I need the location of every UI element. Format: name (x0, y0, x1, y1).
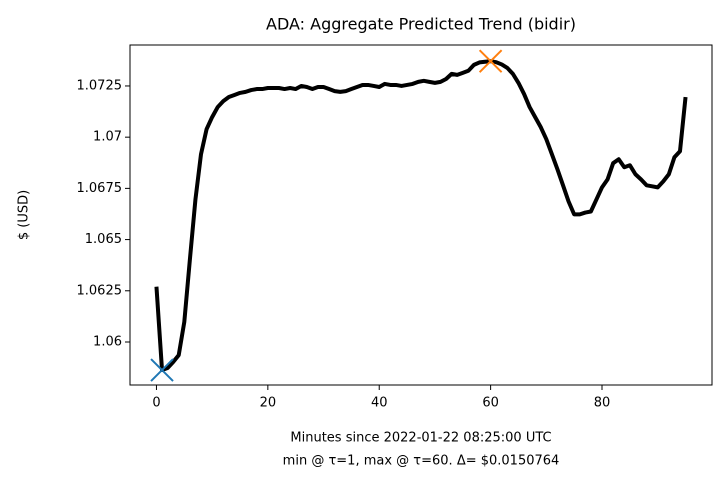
x-axis-label: Minutes since 2022-01-22 08:25:00 UTC (290, 431, 551, 446)
extreme-marker (478, 49, 503, 73)
y-tick-label: 1.0625 (77, 283, 123, 298)
extreme-marker (150, 358, 174, 382)
y-tick-label: 1.07 (93, 130, 122, 145)
x-axis-label: min @ τ=1, max @ τ=60. Δ= $0.0150764 (283, 454, 560, 469)
y-axis-label: $ (USD) (17, 190, 32, 240)
y-tick-label: 1.06 (93, 334, 122, 349)
y-tick-label: 1.065 (85, 232, 122, 247)
x-tick-label: 40 (371, 396, 388, 411)
x-tick-label: 80 (594, 396, 611, 411)
y-tick-label: 1.0725 (77, 78, 123, 93)
x-tick-label: 20 (260, 396, 277, 411)
line (154, 59, 688, 373)
x-tick-label: 0 (152, 396, 160, 411)
y-tick-label: 1.0675 (77, 181, 123, 196)
x-tick-label: 60 (482, 396, 499, 411)
chart-title: ADA: Aggregate Predicted Trend (bidir) (266, 15, 576, 34)
plot-frame (129, 44, 713, 386)
